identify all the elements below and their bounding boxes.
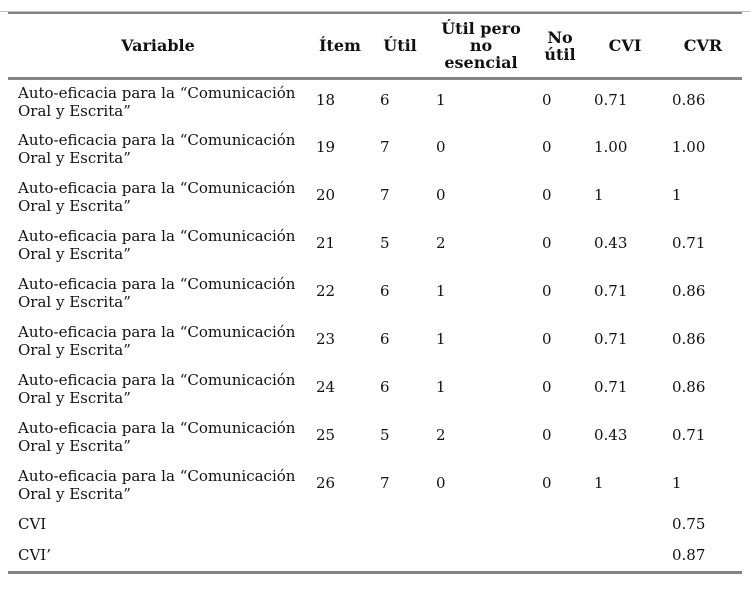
- cell-util-pero-no-esencial: 2: [436, 425, 446, 444]
- cell-item: 24: [316, 377, 336, 396]
- cell-util-pero-no-esencial: 0: [436, 473, 446, 492]
- cell-no-util: 0: [542, 329, 552, 348]
- cell-util: 7: [380, 185, 390, 204]
- table-row: Auto-eficacia para la “Comunicación Oral…: [8, 79, 742, 127]
- cell-variable: Auto-eficacia para la “Comunicación Oral…: [18, 370, 296, 407]
- top-edge-line: [0, 11, 750, 12]
- table-row: Auto-eficacia para la “Comunicación Oral…: [8, 367, 742, 415]
- cell-cvi: 1.00: [594, 137, 628, 156]
- table-row: Auto-eficacia para la “Comunicación Oral…: [8, 415, 742, 463]
- column-header-item: Ítem: [308, 12, 372, 80]
- cell-cvr: 0.75: [672, 514, 706, 533]
- cell-cvr: 0.86: [672, 377, 706, 396]
- cell-no-util: 0: [542, 377, 552, 396]
- cell-cvr: 0.87: [672, 545, 706, 564]
- cell-variable: Auto-eficacia para la “Comunicación Oral…: [18, 466, 296, 503]
- cell-util-pero-no-esencial: 1: [436, 91, 446, 109]
- cell-variable: Auto-eficacia para la “Comunicación Oral…: [18, 226, 296, 263]
- cell-cvi: 1: [594, 185, 604, 204]
- table-row: Auto-eficacia para la “Comunicación Oral…: [8, 271, 742, 319]
- cell-util: 7: [380, 137, 390, 156]
- table-row: Auto-eficacia para la “Comunicación Oral…: [8, 175, 742, 223]
- cell-cvi: 0.71: [594, 281, 628, 300]
- cell-cvi: 0.43: [594, 233, 628, 252]
- cell-variable: Auto-eficacia para la “Comunicación Oral…: [18, 178, 296, 215]
- cell-cvi: 0.71: [594, 377, 628, 396]
- cell-item: 25: [316, 425, 336, 444]
- cell-no-util: 0: [542, 91, 552, 109]
- column-header-util-pero-no-esencial: Útil pero no esencial: [428, 12, 534, 80]
- cell-item: 21: [316, 233, 336, 252]
- cell-util-pero-no-esencial: 2: [436, 233, 446, 252]
- cell-cvi: [586, 511, 664, 542]
- cell-cvi: 0.43: [594, 425, 628, 444]
- header-row: Variable Ítem Útil Útil pero no esencial…: [8, 12, 742, 80]
- cell-cvr: 0.86: [672, 281, 706, 300]
- cell-util: 5: [380, 233, 390, 252]
- cell-util-pero-no-esencial: 0: [436, 137, 446, 156]
- cell-util: 7: [380, 473, 390, 492]
- cell-item: 23: [316, 329, 336, 348]
- cell-util-pero-no-esencial: [428, 511, 534, 542]
- cell-item: [308, 542, 372, 573]
- cell-variable: Auto-eficacia para la “Comunicación Oral…: [18, 274, 296, 311]
- cell-no-util: [534, 511, 586, 542]
- cell-no-util: 0: [542, 233, 552, 252]
- table-row: Auto-eficacia para la “Comunicación Oral…: [8, 127, 742, 175]
- cell-no-util: 0: [542, 473, 552, 492]
- cell-no-util: 0: [542, 425, 552, 444]
- summary-row: CVI’ 0.87: [8, 542, 742, 573]
- cell-util: 6: [380, 377, 390, 396]
- column-header-cvr: CVR: [664, 12, 742, 80]
- summary-row: CVI 0.75: [8, 511, 742, 542]
- column-header-cvi: CVI: [586, 12, 664, 80]
- cell-cvr: 1: [672, 473, 682, 492]
- cell-variable: Auto-eficacia para la “Comunicación Oral…: [18, 130, 296, 167]
- cell-cvr: 1: [672, 185, 682, 204]
- column-header-no-util: No útil: [534, 12, 586, 80]
- cell-cvi: 0.71: [594, 329, 628, 348]
- cell-util: 6: [380, 329, 390, 348]
- cell-util: 5: [380, 425, 390, 444]
- cell-item: 20: [316, 185, 336, 204]
- cell-util: 6: [380, 281, 390, 300]
- validity-table: Variable Ítem Útil Útil pero no esencial…: [8, 11, 742, 574]
- cell-util-pero-no-esencial: 1: [436, 329, 446, 348]
- cell-no-util: 0: [542, 185, 552, 204]
- cell-cvi: 0.71: [594, 91, 628, 109]
- table-row: Auto-eficacia para la “Comunicación Oral…: [8, 463, 742, 511]
- cell-item: [308, 511, 372, 542]
- cell-util-pero-no-esencial: 0: [436, 185, 446, 204]
- cell-variable: Auto-eficacia para la “Comunicación Oral…: [18, 322, 296, 359]
- cell-item: 26: [316, 473, 336, 492]
- cell-item: 22: [316, 281, 336, 300]
- cell-util-pero-no-esencial: 1: [436, 281, 446, 300]
- cell-util-pero-no-esencial: [428, 542, 534, 573]
- cell-cvr: 0.86: [672, 91, 706, 109]
- cell-cvr: 0.86: [672, 329, 706, 348]
- cell-item: 19: [316, 137, 336, 156]
- cell-no-util: 0: [542, 281, 552, 300]
- cell-variable: Auto-eficacia para la “Comunicación Oral…: [18, 84, 296, 120]
- cell-variable: Auto-eficacia para la “Comunicación Oral…: [18, 418, 296, 455]
- cell-no-util: [534, 542, 586, 573]
- cell-cvr: 0.71: [672, 233, 706, 252]
- cell-item: 18: [316, 91, 336, 109]
- table-row: Auto-eficacia para la “Comunicación Oral…: [8, 319, 742, 367]
- cell-no-util: 0: [542, 137, 552, 156]
- cell-variable: CVI: [18, 514, 47, 533]
- column-header-variable: Variable: [8, 12, 308, 80]
- cell-util: [372, 542, 428, 573]
- cell-cvr: 1.00: [672, 137, 706, 156]
- cell-util: 6: [380, 91, 390, 109]
- cell-cvi: 1: [594, 473, 604, 492]
- cell-util: [372, 511, 428, 542]
- cell-util-pero-no-esencial: 1: [436, 377, 446, 396]
- cell-cvi: [586, 542, 664, 573]
- column-header-util: Útil: [372, 12, 428, 80]
- cell-variable: CVI’: [18, 545, 52, 564]
- table-row: Auto-eficacia para la “Comunicación Oral…: [8, 223, 742, 271]
- cell-cvr: 0.71: [672, 425, 706, 444]
